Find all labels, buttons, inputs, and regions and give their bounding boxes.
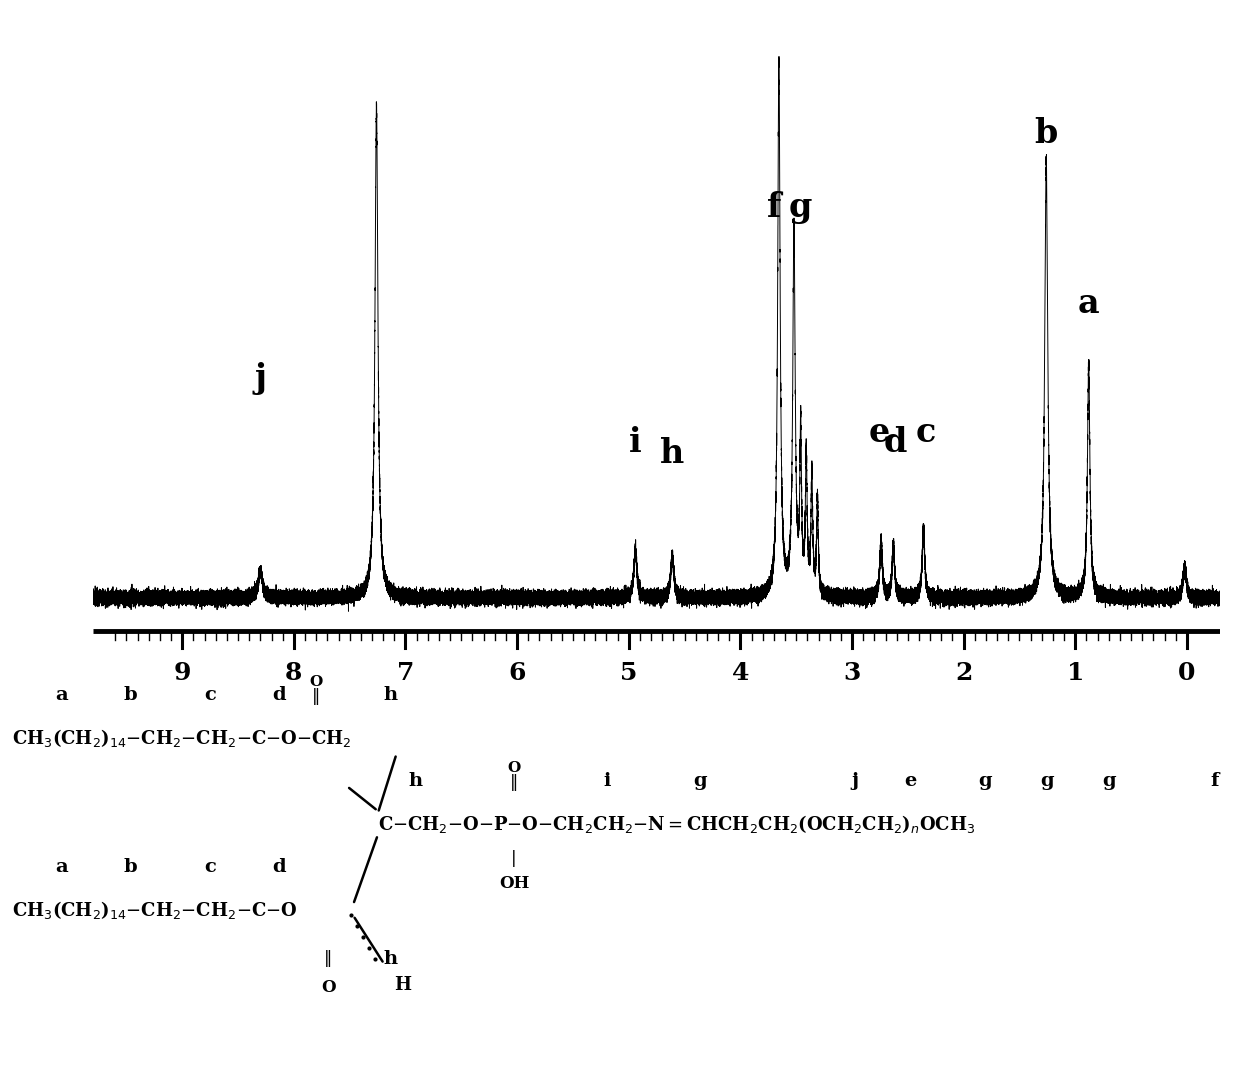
Text: O: O (321, 979, 336, 996)
Text: 1: 1 (1067, 660, 1084, 685)
Text: ‖: ‖ (325, 950, 332, 967)
Text: 2: 2 (955, 660, 973, 685)
Text: b: b (124, 686, 136, 703)
Text: g: g (694, 772, 706, 789)
Text: b: b (1035, 116, 1058, 150)
Text: ‖: ‖ (312, 688, 320, 705)
Text: 9: 9 (173, 660, 191, 685)
Text: CH$_3$(CH$_2$)$_{14}$$-$CH$_2$$-$CH$_2$$-$C$-$O: CH$_3$(CH$_2$)$_{14}$$-$CH$_2$$-$CH$_2$$… (12, 899, 297, 921)
Text: C$-$CH$_2$$-$O$-$P$-$O$-$CH$_2$CH$_2$$-$N$=$CHCH$_2$CH$_2$(OCH$_2$CH$_2$)$_n$OCH: C$-$CH$_2$$-$O$-$P$-$O$-$CH$_2$CH$_2$$-$… (378, 813, 975, 835)
Text: 4: 4 (732, 660, 750, 685)
Text: c: c (204, 686, 217, 703)
Text: j: j (254, 362, 266, 395)
Text: e: e (869, 416, 890, 448)
Text: a: a (1078, 288, 1099, 321)
Text: O: O (310, 675, 322, 688)
Text: h: h (660, 437, 684, 470)
Text: d: d (273, 686, 285, 703)
Text: CH$_3$(CH$_2$)$_{14}$$-$CH$_2$$-$CH$_2$$-$C$-$O$-$CH$_2$: CH$_3$(CH$_2$)$_{14}$$-$CH$_2$$-$CH$_2$$… (12, 727, 352, 749)
Text: 7: 7 (396, 660, 414, 685)
Text: f: f (1211, 772, 1218, 789)
Text: 0: 0 (1178, 660, 1196, 685)
Text: 5: 5 (620, 660, 637, 685)
Text: ‖: ‖ (510, 774, 518, 792)
Text: j: j (851, 772, 859, 789)
Text: g: g (979, 772, 991, 789)
Text: g: g (1041, 772, 1053, 789)
Text: |: | (512, 850, 517, 867)
Text: H: H (394, 977, 411, 994)
Text: g: g (1103, 772, 1115, 789)
Text: e: e (904, 772, 917, 789)
Text: a: a (56, 858, 68, 876)
Text: a: a (56, 686, 68, 703)
Text: c: c (204, 858, 217, 876)
Text: 8: 8 (285, 660, 302, 685)
Text: 6: 6 (508, 660, 525, 685)
Text: b: b (124, 858, 136, 876)
Text: h: h (383, 686, 398, 703)
Text: h: h (383, 950, 398, 967)
Text: 3: 3 (844, 660, 861, 685)
Text: i: i (603, 772, 611, 789)
Text: d: d (883, 426, 907, 459)
Text: h: h (408, 772, 422, 789)
Text: c: c (916, 416, 935, 448)
Text: i: i (629, 426, 642, 459)
Text: g: g (789, 192, 813, 224)
Text: d: d (273, 858, 285, 876)
Text: O: O (508, 761, 520, 774)
Text: f: f (767, 192, 781, 224)
Text: OH: OH (499, 875, 529, 892)
